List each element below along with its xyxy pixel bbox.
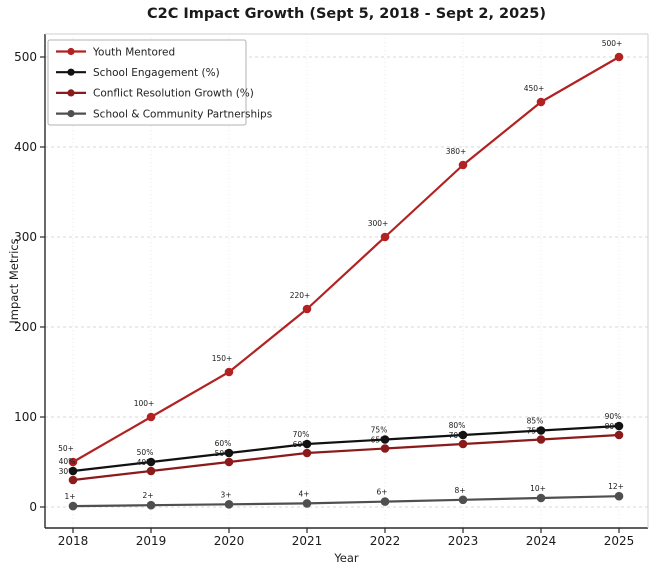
- data-point: [614, 52, 624, 62]
- data-point: [380, 497, 390, 506]
- data-point-label: 450+: [524, 84, 545, 93]
- data-point-label: 70%: [293, 430, 310, 439]
- data-point: [380, 444, 390, 453]
- legend-marker: [67, 47, 75, 56]
- data-point-label: 380+: [446, 147, 467, 156]
- y-tick-label: 200: [14, 320, 37, 334]
- y-tick-label: 500: [14, 50, 37, 64]
- y-tick-label: 400: [14, 140, 37, 154]
- data-point-label: 75%: [371, 426, 388, 435]
- data-point-label: 3+: [220, 490, 231, 499]
- data-point-label: 4+: [298, 489, 309, 498]
- data-point-label: 100+: [134, 399, 155, 408]
- data-point: [302, 448, 312, 458]
- data-point-label: 65%: [371, 436, 388, 445]
- data-point-label: 10+: [530, 484, 546, 493]
- data-point: [224, 367, 234, 377]
- data-point-label: 30%: [59, 467, 76, 476]
- data-point: [614, 430, 624, 440]
- data-point-label: 300+: [368, 219, 389, 228]
- data-point: [380, 232, 390, 242]
- data-point-label: 2+: [142, 491, 153, 500]
- data-point: [224, 500, 234, 509]
- data-point: [146, 466, 156, 476]
- data-point: [536, 493, 546, 503]
- legend-marker: [67, 110, 75, 118]
- x-axis-label: Year: [334, 551, 359, 565]
- data-point: [614, 421, 624, 431]
- data-point-label: 80%: [605, 422, 622, 431]
- x-tick-label: 2025: [604, 534, 635, 548]
- y-tick-label: 300: [14, 230, 37, 244]
- x-tick-label: 2024: [526, 534, 557, 548]
- data-point: [458, 495, 468, 505]
- data-point: [146, 500, 156, 510]
- data-point: [302, 304, 312, 314]
- data-point: [458, 160, 468, 170]
- data-point: [146, 412, 156, 422]
- x-tick-label: 2020: [214, 534, 245, 548]
- data-point: [458, 439, 468, 449]
- series-line-3: [72, 433, 620, 482]
- data-point: [302, 439, 312, 449]
- data-point: [458, 430, 468, 440]
- data-point-label: 40%: [59, 457, 76, 466]
- legend-label: School & Community Partnerships: [93, 108, 272, 120]
- y-tick-label: 100: [14, 410, 37, 424]
- data-point-label: 6+: [376, 488, 387, 497]
- data-point-label: 85%: [527, 417, 544, 426]
- series-line-4: [72, 495, 620, 508]
- legend-label: Conflict Resolution Growth (%): [93, 88, 254, 100]
- data-point-label: 220+: [290, 291, 311, 300]
- data-point: [536, 426, 546, 435]
- data-point: [302, 499, 312, 508]
- legend-marker: [67, 68, 75, 76]
- legend-label: School Engagement (%): [93, 67, 220, 79]
- data-point: [68, 466, 78, 476]
- data-point-label: 90%: [605, 412, 622, 421]
- legend-marker: [67, 89, 75, 97]
- data-point: [614, 491, 624, 501]
- data-point-label: 75%: [527, 427, 544, 436]
- data-point-label: 50+: [58, 444, 74, 453]
- data-point-label: 40%: [137, 458, 154, 467]
- data-point: [380, 435, 390, 444]
- data-point-label: 12+: [608, 482, 624, 491]
- data-point-label: 500+: [602, 39, 623, 48]
- x-tick-label: 2023: [448, 534, 479, 548]
- data-point-label: 1+: [64, 492, 75, 501]
- series-line-2: [72, 424, 620, 473]
- data-point-label: 70%: [449, 431, 466, 440]
- chart-title: C2C Impact Growth (Sept 5, 2018 - Sept 2…: [146, 6, 547, 22]
- y-tick-label: 0: [29, 500, 37, 514]
- x-tick-label: 2022: [370, 534, 401, 548]
- y-axis-label: Impact Metrics: [7, 238, 21, 324]
- data-point: [146, 457, 156, 467]
- data-point: [224, 457, 234, 467]
- data-point-label: 150+: [212, 354, 233, 363]
- x-tick-label: 2021: [292, 534, 323, 548]
- legend-label: Youth Mentored: [92, 46, 175, 58]
- data-point-label: 60%: [293, 440, 310, 449]
- data-point-label: 8+: [454, 486, 465, 495]
- series-line-1: [72, 56, 620, 463]
- data-point: [224, 448, 234, 458]
- data-point-label: 50%: [215, 449, 232, 458]
- data-point: [68, 457, 78, 467]
- data-point: [536, 97, 546, 107]
- x-tick-label: 2019: [136, 534, 167, 548]
- x-tick-label: 2018: [58, 534, 89, 548]
- legend-box: [47, 39, 247, 126]
- data-point: [68, 475, 78, 485]
- data-point: [536, 435, 546, 444]
- data-point-label: 80%: [449, 421, 466, 430]
- data-point-label: 60%: [215, 439, 232, 448]
- data-point-label: 50%: [137, 448, 154, 457]
- data-point: [68, 501, 78, 511]
